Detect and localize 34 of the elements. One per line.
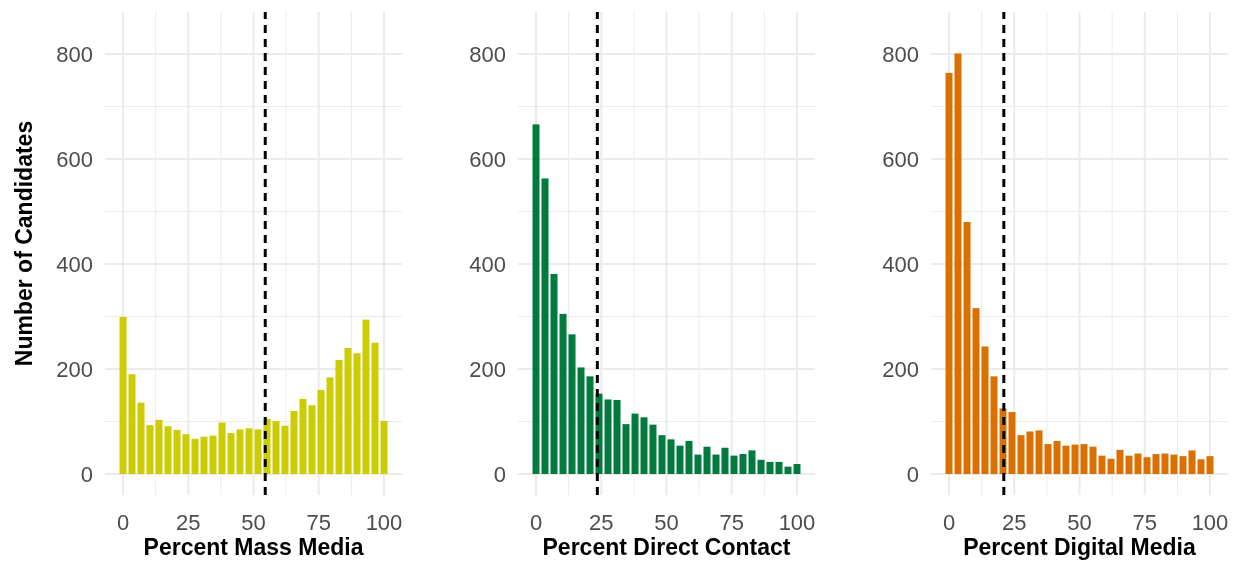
y-tick-label: 400 (469, 251, 506, 277)
y-axis-title: Number of Candidates (11, 120, 37, 367)
x-tick-label: 50 (1067, 510, 1092, 535)
x-tick-label: 75 (306, 510, 331, 535)
x-tick-label: 50 (241, 510, 266, 535)
y-tick-label: 200 (56, 356, 93, 382)
x-tick-label: 100 (778, 510, 816, 535)
y-tick-label: 800 (56, 41, 93, 67)
y-tick-label: 0 (493, 461, 506, 487)
y-tick-label: 600 (882, 146, 919, 172)
y-tick-label: 800 (469, 41, 506, 67)
x-tick-label: 50 (654, 510, 679, 535)
x-tick-label: 100 (1191, 510, 1229, 535)
x-tick-label: 0 (529, 510, 543, 535)
y-tick-label: 400 (882, 251, 919, 277)
y-tick-label: 800 (882, 41, 919, 67)
y-tick-label: 0 (80, 461, 93, 487)
y-tick-label: 600 (469, 146, 506, 172)
x-tick-label: 0 (942, 510, 956, 535)
x-tick-label: 25 (1002, 510, 1027, 535)
x-tick-label: 100 (365, 510, 403, 535)
y-tick-label: 400 (56, 251, 93, 277)
y-tick-label: 200 (469, 356, 506, 382)
x-axis-title: Percent Mass Media (143, 534, 364, 560)
x-axis-title: Percent Direct Contact (542, 534, 791, 560)
x-tick-label: 75 (719, 510, 744, 535)
x-tick-label: 0 (116, 510, 130, 535)
y-tick-label: 600 (56, 146, 93, 172)
x-tick-label: 25 (589, 510, 614, 535)
x-tick-label: 75 (1132, 510, 1157, 535)
x-axis-title: Percent Digital Media (963, 534, 1197, 560)
y-tick-label: 0 (906, 461, 919, 487)
y-tick-label: 200 (882, 356, 919, 382)
x-tick-label: 25 (176, 510, 201, 535)
